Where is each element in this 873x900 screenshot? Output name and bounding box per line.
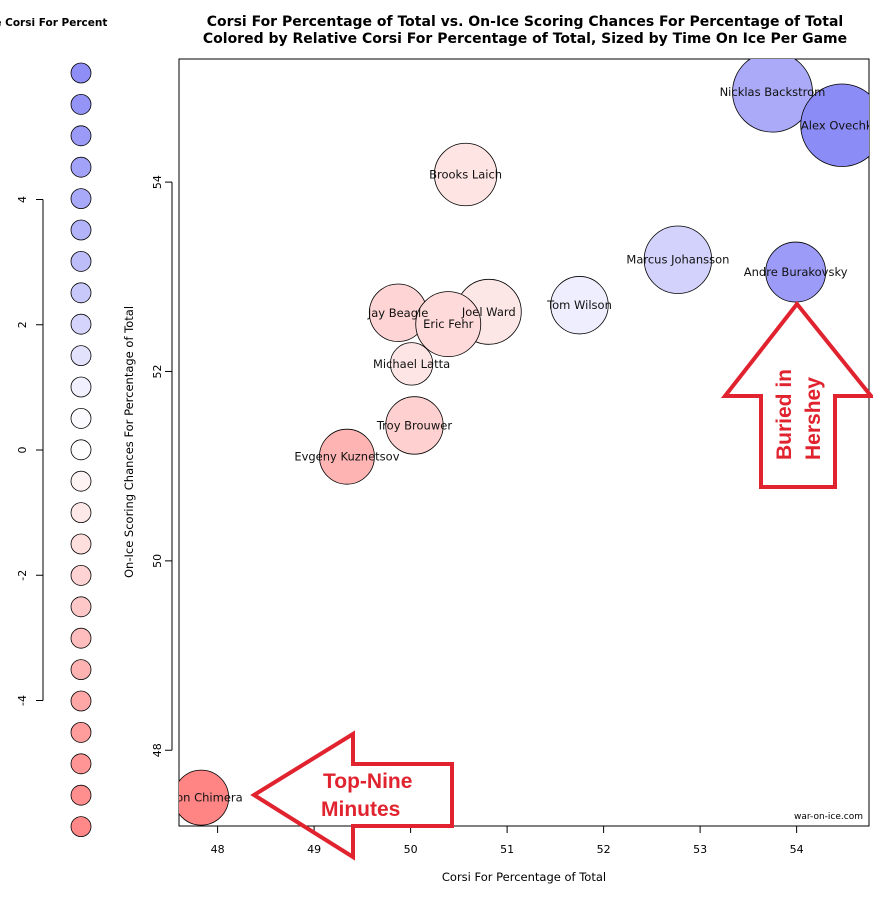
legend-swatch [70, 753, 92, 775]
legend-axis: -4 -2 0 2 4 [16, 196, 44, 706]
legend-tick-label: 4 [16, 196, 29, 203]
legend-title: Relative Corsi For Percent [0, 17, 107, 29]
legend-swatch [70, 282, 92, 304]
x-axis: 48 49 50 51 52 53 54 [211, 825, 804, 856]
scatter-point [385, 396, 444, 455]
up-arrow-shape [720, 300, 873, 489]
scatter-point [800, 83, 869, 167]
y-axis: 48 50 52 54 [151, 175, 173, 757]
legend-swatch [70, 219, 92, 241]
point-label: Tom Wilson [546, 298, 612, 312]
x-tick-label: 51 [500, 843, 514, 856]
watermark: war-on-ice.com [794, 812, 863, 822]
y-tick-label: 48 [151, 743, 164, 757]
point-label: Evgeny Kuznetsov [294, 450, 399, 464]
scatter-point [433, 142, 498, 207]
point-label: Joel Ward [461, 305, 516, 319]
legend-swatch [70, 659, 92, 680]
legend-swatch [70, 816, 92, 837]
point-label: Troy Brouwer [376, 418, 452, 432]
annotation-top-nine-minutes: Top-Nine Minutes [250, 730, 454, 861]
legend-swatch [70, 313, 92, 335]
x-tick-label: 54 [790, 843, 804, 856]
legend-swatch [70, 376, 92, 398]
legend-swatch [70, 690, 92, 712]
chart-title: Corsi For Percentage of Total vs. On-Ice… [207, 14, 843, 30]
legend-swatches [70, 62, 92, 837]
legend-swatch [70, 722, 92, 743]
scatter-point [319, 428, 375, 485]
legend-swatch [70, 502, 92, 523]
legend-swatch [70, 784, 92, 806]
point-label: Marcus Johansson [626, 253, 729, 267]
legend-swatch [70, 407, 92, 429]
legend-tick-label: 2 [16, 321, 29, 328]
legend-swatch [70, 565, 92, 586]
x-axis-label: Corsi For Percentage of Total [442, 870, 606, 884]
legend-swatch [70, 125, 92, 147]
legend-swatch [70, 156, 92, 178]
annotation-buried-in-hershey: Buried in Hershey [720, 300, 873, 489]
legend-swatch [70, 62, 92, 84]
plot-frame [178, 58, 870, 827]
point-label: Alex Ovechkin [801, 118, 873, 132]
annotation-text-line2: Hershey [802, 377, 825, 460]
y-tick-label: 50 [151, 554, 164, 568]
scatter-point [550, 276, 609, 335]
point-label: Jay Beagle [367, 306, 428, 320]
legend-swatch [70, 439, 92, 461]
x-tick-label: 52 [597, 843, 611, 856]
legend-swatch [70, 188, 92, 210]
point-label: Nicklas Backstrom [720, 85, 826, 99]
legend-swatch [70, 94, 92, 115]
chart-subtitle: Colored by Relative Corsi For Percentage… [203, 31, 847, 47]
left-arrow-shape [250, 730, 454, 861]
annotation-text-line1: Top-Nine [323, 770, 412, 793]
annotation-text-line1: Buried in [773, 369, 796, 460]
y-axis-label: On-Ice Scoring Chances For Percentage of… [122, 306, 136, 578]
point-label: Brooks Laich [429, 168, 502, 182]
scatter-point [179, 769, 230, 826]
legend-tick-label: -4 [16, 695, 29, 706]
point-labels: Nicklas Backstrom Alex Ovechkin Brooks Lai… [159, 85, 873, 805]
point-label: Jason Chimera [159, 791, 243, 805]
legend-swatch [70, 533, 92, 555]
annotation-text-line2: Minutes [321, 798, 400, 821]
x-tick-label: 53 [693, 843, 707, 856]
point-label: Eric Fehr [423, 317, 474, 331]
legend-swatch [70, 596, 92, 618]
scatter-point [765, 241, 827, 303]
legend-swatch [70, 627, 92, 649]
scatter-point [732, 59, 813, 133]
point-label: Andre Burakovsky [744, 265, 848, 279]
legend-tick-label: -2 [16, 570, 29, 581]
y-tick-label: 54 [151, 175, 164, 189]
scatter-point [415, 291, 482, 358]
point-label: Michael Latta [373, 357, 450, 371]
legend-swatch [70, 250, 92, 272]
legend-swatch [70, 345, 92, 367]
scatter-point [643, 225, 713, 294]
x-tick-label: 48 [211, 843, 225, 856]
x-tick-label: 50 [404, 843, 418, 856]
legend-swatch [70, 470, 92, 492]
y-tick-label: 52 [151, 364, 164, 378]
scatter-points [179, 59, 869, 826]
scatter-point [389, 342, 434, 386]
x-tick-label: 49 [307, 843, 321, 856]
legend-tick-label: 0 [16, 447, 29, 454]
